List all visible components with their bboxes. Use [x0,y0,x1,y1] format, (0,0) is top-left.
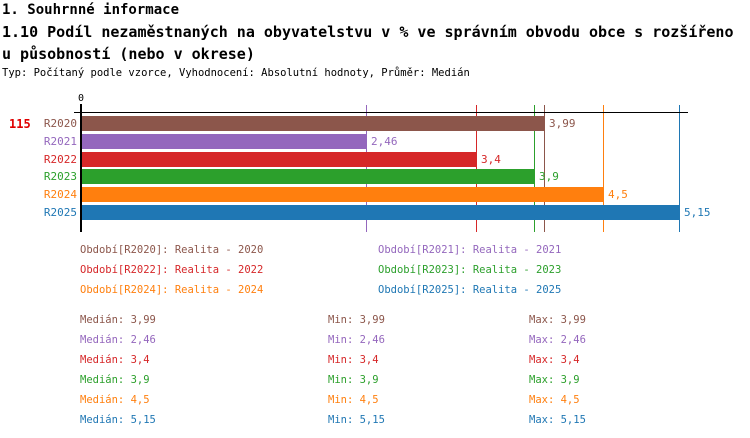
gridline-R2020 [544,105,545,232]
stat-min-R2024: Min: 4,5 [328,394,379,406]
y-axis-label-R2024: R2024 [43,188,77,201]
bar-value-label-R2025: 5,15 [684,206,711,219]
stat-min-R2022: Min: 3,4 [328,354,379,366]
stat-median-R2021: Medián: 2,46 [80,334,156,346]
stat-max-R2023: Max: 3,9 [529,374,580,386]
stat-median-R2025: Medián: 5,15 [80,414,156,426]
bar-R2022 [82,152,476,167]
bar-R2020 [82,116,544,131]
x-axis-line [74,112,688,113]
gridline-R2025 [679,105,680,232]
section-title: 1. Souhrnné informace [2,2,180,18]
legend-item-R2025: Období[R2025]: Realita - 2025 [378,284,562,296]
legend-item-R2022: Období[R2022]: Realita - 2022 [80,264,264,276]
bar-R2025 [82,205,679,220]
bar-value-label-R2023: 3,9 [539,170,559,183]
gridline-R2022 [476,105,477,232]
y-axis-label-R2023: R2023 [43,170,77,183]
stat-max-R2022: Max: 3,4 [529,354,580,366]
gridline-R2023 [534,105,535,232]
gridline-R2021 [366,105,367,232]
stat-max-R2024: Max: 4,5 [529,394,580,406]
stat-median-R2023: Medián: 3,9 [80,374,150,386]
bar-value-label-R2021: 2,46 [371,135,398,148]
indicator-title-line1: 1.10 Podíl nezaměstnaných na obyvatelstv… [2,23,734,41]
stat-max-R2020: Max: 3,99 [529,314,586,326]
stat-min-R2020: Min: 3,99 [328,314,385,326]
y-axis-label-R2020: R2020 [43,117,77,130]
bar-value-label-R2024: 4,5 [608,188,628,201]
y-axis-line [80,104,82,232]
legend-item-R2020: Období[R2020]: Realita - 2020 [80,244,264,256]
indicator-row-number: 115 [9,117,31,131]
y-axis-label-R2022: R2022 [43,153,77,166]
indicator-title-line2: u působností (nebo v okrese) [2,45,255,63]
bar-R2023 [82,169,534,184]
indicator-meta: Typ: Počítaný podle vzorce, Vyhodnocení:… [2,67,470,79]
bar-value-label-R2022: 3,4 [481,153,501,166]
gridline-R2024 [603,105,604,232]
stat-min-R2023: Min: 3,9 [328,374,379,386]
stat-max-R2025: Max: 5,15 [529,414,586,426]
y-axis-label-R2025: R2025 [43,206,77,219]
stat-min-R2021: Min: 2,46 [328,334,385,346]
y-axis-label-R2021: R2021 [43,135,77,148]
x-axis-origin-label: 0 [77,93,85,104]
stat-median-R2024: Medián: 4,5 [80,394,150,406]
stat-max-R2021: Max: 2,46 [529,334,586,346]
bar-value-label-R2020: 3,99 [549,117,576,130]
stat-min-R2025: Min: 5,15 [328,414,385,426]
bar-R2024 [82,187,603,202]
bar-R2021 [82,134,366,149]
legend-item-R2021: Období[R2021]: Realita - 2021 [378,244,562,256]
legend-item-R2023: Období[R2023]: Realita - 2023 [378,264,562,276]
legend-item-R2024: Období[R2024]: Realita - 2024 [80,284,264,296]
stat-median-R2020: Medián: 3,99 [80,314,156,326]
stat-median-R2022: Medián: 3,4 [80,354,150,366]
